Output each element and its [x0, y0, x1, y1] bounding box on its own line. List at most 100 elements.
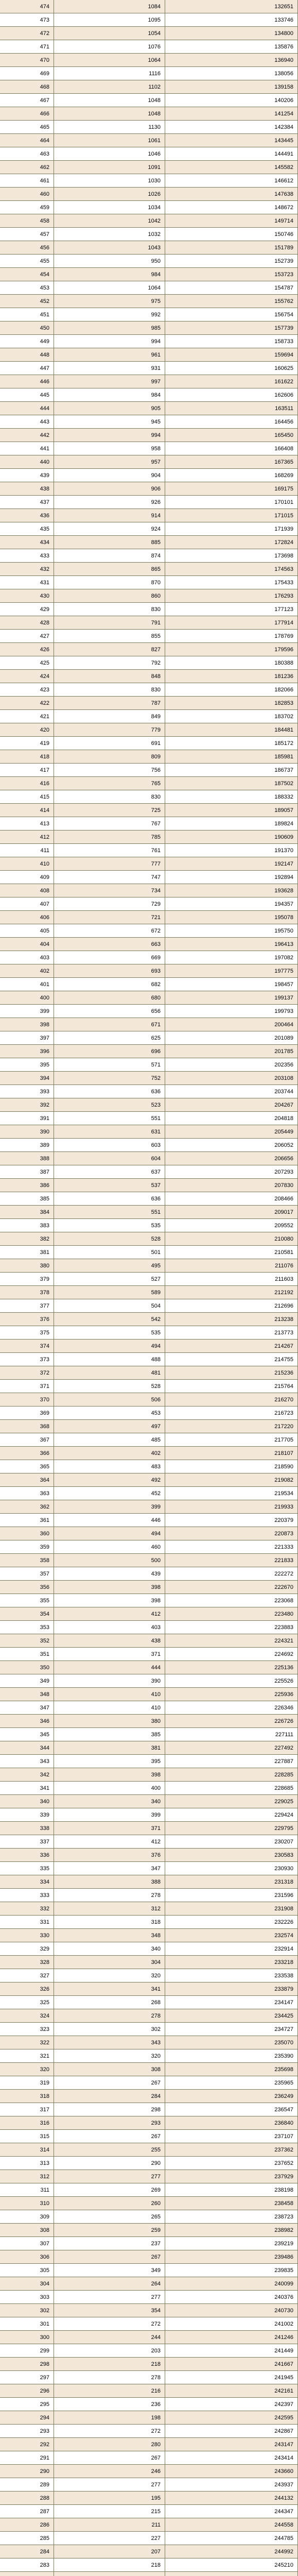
table-row: 325268234147: [0, 1996, 298, 2009]
table-cell: 399: [54, 1808, 165, 1822]
table-cell: 214267: [165, 1340, 298, 1353]
table-cell: 201089: [165, 1031, 298, 1045]
table-cell: 1102: [54, 80, 165, 94]
table-cell: 444: [0, 402, 54, 415]
table-cell: 134800: [165, 27, 298, 40]
table-cell: 243937: [165, 2478, 298, 2492]
table-row: 421849183702: [0, 710, 298, 723]
table-row: 319267235965: [0, 2076, 298, 2090]
table-cell: 293: [0, 2425, 54, 2438]
table-row: 345385227111: [0, 1728, 298, 1741]
table-cell: 1064: [54, 54, 165, 67]
table-row: 444905163511: [0, 402, 298, 415]
table-cell: 211076: [165, 1259, 298, 1273]
table-row: 422787182853: [0, 697, 298, 710]
table-cell: 260: [54, 2197, 165, 2210]
table-cell: 432: [0, 563, 54, 576]
table-row: 358500221833: [0, 1554, 298, 1567]
table-cell: 320: [0, 2063, 54, 2076]
table-cell: 192147: [165, 857, 298, 871]
table-row: 351371224692: [0, 1648, 298, 1661]
table-cell: 408: [0, 884, 54, 897]
table-cell: 244: [54, 2331, 165, 2344]
table-cell: 219534: [165, 1487, 298, 1500]
table-cell: 636: [54, 1085, 165, 1098]
table-cell: 267: [54, 2451, 165, 2465]
table-cell: 374: [0, 1340, 54, 1353]
table-cell: 322: [0, 2036, 54, 2049]
table-cell: 385: [54, 1728, 165, 1741]
table-row: 394752203108: [0, 1072, 298, 1085]
table-cell: 198457: [165, 978, 298, 991]
table-cell: 1054: [54, 27, 165, 40]
table-cell: 369: [0, 1406, 54, 1420]
table-cell: 277: [54, 2478, 165, 2492]
table-cell: 926: [54, 496, 165, 509]
table-row: 433874173698: [0, 549, 298, 563]
table-row: 329340232914: [0, 1942, 298, 1956]
table-cell: 218590: [165, 1460, 298, 1473]
table-cell: 302: [0, 2304, 54, 2317]
table-row: 322343235070: [0, 2036, 298, 2049]
table-cell: 389: [0, 1139, 54, 1152]
table-row: 292280243147: [0, 2438, 298, 2451]
table-cell: 335: [0, 1862, 54, 1875]
table-row: 360494220873: [0, 1527, 298, 1540]
table-cell: 391: [0, 1112, 54, 1125]
table-cell: 387: [0, 1165, 54, 1179]
table-cell: 227: [54, 2532, 165, 2545]
table-cell: 961: [54, 348, 165, 362]
table-row: 320308235698: [0, 2063, 298, 2076]
table-row: 289277243937: [0, 2478, 298, 2492]
table-cell: 330: [0, 1929, 54, 1942]
table-row: 415830188332: [0, 790, 298, 804]
table-cell: 303: [0, 2291, 54, 2304]
table-row: 296216242161: [0, 2384, 298, 2398]
table-cell: 232574: [165, 1929, 298, 1942]
table-cell: 282: [0, 2572, 54, 2576]
table-cell: 320: [54, 2049, 165, 2063]
table-row: 387637207293: [0, 1165, 298, 1179]
table-row: 392523204267: [0, 1098, 298, 1112]
table-cell: 222272: [165, 1567, 298, 1581]
table-row: 371528215764: [0, 1380, 298, 1393]
table-row: 399656199793: [0, 1005, 298, 1018]
table-cell: 388: [54, 1875, 165, 1889]
table-cell: 244558: [165, 2518, 298, 2532]
table-cell: 217220: [165, 1420, 298, 1433]
table-cell: 195: [54, 2492, 165, 2505]
table-row: 411761191370: [0, 844, 298, 857]
table-row: 432865174563: [0, 563, 298, 576]
table-cell: 474: [0, 0, 54, 13]
table-cell: 452: [0, 295, 54, 308]
table-cell: 364: [0, 1473, 54, 1487]
table-row: 4661048141254: [0, 107, 298, 121]
table-cell: 398: [0, 1018, 54, 1031]
table-cell: 284: [54, 2090, 165, 2103]
table-row: 393636203744: [0, 1085, 298, 1098]
table-cell: 359: [0, 1540, 54, 1554]
table-cell: 385: [0, 1192, 54, 1206]
table-cell: 791: [54, 616, 165, 630]
table-row: 450985157739: [0, 321, 298, 335]
table-cell: 355: [0, 1594, 54, 1607]
table-row: 4601026147638: [0, 188, 298, 201]
table-cell: 410: [54, 1701, 165, 1715]
table-cell: 183702: [165, 710, 298, 723]
table-row: 299203241449: [0, 2344, 298, 2358]
table-cell: 729: [54, 897, 165, 911]
table-cell: 924: [54, 522, 165, 536]
table-row: 330348232574: [0, 1929, 298, 1942]
table-row: 403669197082: [0, 951, 298, 964]
table-cell: 488: [54, 1353, 165, 1366]
table-cell: 382: [0, 1232, 54, 1246]
table-cell: 904: [54, 469, 165, 482]
table-cell: 761: [54, 844, 165, 857]
table-cell: 462: [0, 161, 54, 174]
table-cell: 215236: [165, 1366, 298, 1380]
table-cell: 438: [54, 1634, 165, 1648]
table-cell: 348: [0, 1688, 54, 1701]
table-cell: 693: [54, 964, 165, 978]
table-cell: 1130: [54, 121, 165, 134]
table-cell: 379: [0, 1273, 54, 1286]
